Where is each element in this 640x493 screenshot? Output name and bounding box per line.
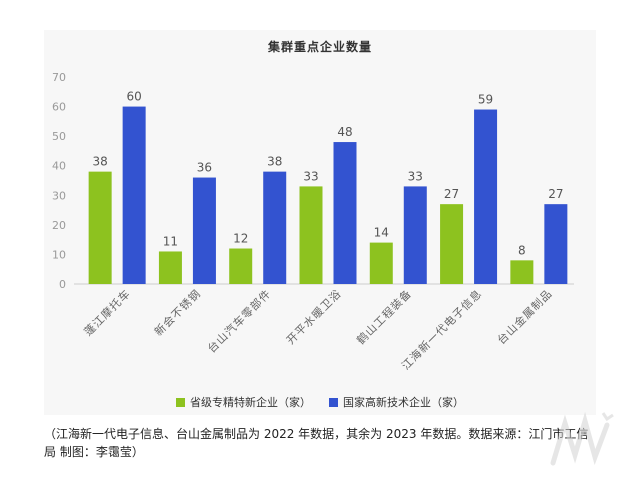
bar-provincial: [158, 251, 182, 284]
chart-panel: 集群重点企业数量 0 10 20 30 40 50 60 70 38 60 蓬江摩托车 11 36 新会不…: [44, 30, 596, 415]
bar-provincial: [510, 260, 534, 284]
data-label: 27: [444, 187, 459, 201]
data-label: 11: [163, 234, 178, 248]
bar-provincial: [299, 186, 323, 284]
data-label: 27: [548, 187, 563, 201]
data-label: 36: [197, 161, 212, 175]
legend-item-provincial: 省级专精特新企业（家）: [176, 394, 311, 410]
legend-swatch-national: [329, 397, 338, 407]
data-label: 48: [337, 125, 352, 139]
source-note: （江海新一代电子信息、台山金属制品为 2022 年数据，其余为 2023 年数据…: [44, 427, 589, 459]
bar-chart: 0 10 20 30 40 50 60 70 38 60 蓬江摩托车 11 36 新会不锈钢 12 38 台山汽…: [52, 71, 574, 372]
bar-provincial: [88, 171, 112, 284]
data-label: 8: [518, 243, 526, 257]
data-label: 14: [374, 226, 389, 240]
bar-national: [333, 142, 357, 284]
bar-national: [122, 106, 146, 284]
x-tick-label: 新会不锈钢: [151, 286, 203, 338]
x-tick-label: 开平水暖卫浴: [284, 287, 344, 347]
bar-national: [192, 177, 216, 284]
x-tick-label: 蓬江摩托车: [81, 286, 133, 338]
data-label: 59: [478, 93, 493, 107]
y-tick-label: 10: [52, 248, 66, 261]
data-label: 60: [127, 90, 142, 104]
data-label: 38: [267, 155, 282, 169]
y-tick-label: 50: [52, 130, 66, 143]
legend-item-national: 国家高新技术企业（家）: [329, 394, 464, 410]
legend-swatch-provincial: [176, 397, 185, 407]
x-tick-label: 鹤山工程装备: [354, 286, 415, 347]
y-tick-label: 60: [52, 101, 66, 114]
data-label: 33: [303, 169, 318, 183]
bar-provincial: [229, 248, 253, 284]
legend-label-provincial: 省级专精特新企业（家）: [190, 396, 311, 409]
data-label: 33: [408, 169, 423, 183]
y-tick-label: 70: [52, 71, 66, 84]
y-tick-label: 20: [52, 219, 66, 232]
legend: 省级专精特新企业（家） 国家高新技术企业（家）: [44, 394, 596, 410]
y-tick-label: 30: [52, 189, 66, 202]
x-tick-label: 台山金属制品: [494, 286, 555, 347]
chart-title: 集群重点企业数量: [267, 40, 372, 54]
x-tick-label: 台山汽车零部件: [205, 286, 274, 355]
data-label: 38: [93, 155, 108, 169]
bar-provincial: [369, 242, 393, 284]
watermark-logo: [550, 411, 614, 466]
bar-provincial: [440, 204, 464, 284]
bar-national: [474, 109, 498, 285]
data-label: 12: [233, 232, 248, 246]
bar-national: [544, 204, 568, 284]
y-tick-label: 0: [59, 278, 66, 291]
y-tick-label: 40: [52, 160, 66, 173]
legend-label-national: 国家高新技术企业（家）: [343, 396, 464, 409]
bar-national: [403, 186, 427, 284]
bar-national: [263, 171, 287, 284]
